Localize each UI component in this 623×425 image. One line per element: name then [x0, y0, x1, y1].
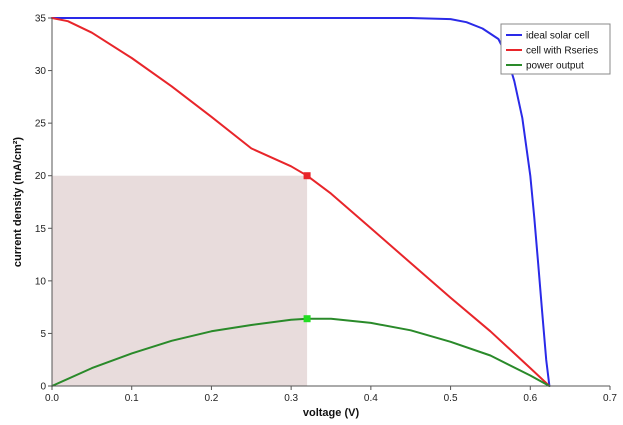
- y-tick-label: 10: [35, 276, 47, 287]
- legend-entry-rseries: cell with Rseries: [526, 46, 598, 57]
- x-tick-label: 0.0: [45, 393, 59, 404]
- max-power-rectangle-layer: [52, 175, 308, 386]
- legend-entry-power: power output: [526, 61, 584, 72]
- max-power-point-marker-0: [303, 172, 311, 180]
- y-axis-label: current density (mA/cm²): [12, 137, 24, 268]
- y-tick-label: 5: [40, 329, 46, 340]
- x-tick-label: 0.1: [125, 393, 139, 404]
- x-tick-label: 0.6: [523, 393, 537, 404]
- legend-entry-ideal: ideal solar cell: [526, 31, 589, 42]
- y-tick-label: 25: [35, 119, 47, 130]
- marker-layer: [303, 172, 311, 323]
- series-line-1: [51, 17, 551, 387]
- x-tick-label: 0.5: [444, 393, 458, 404]
- x-axis-label: voltage (V): [303, 407, 360, 419]
- series-line-0: [51, 17, 551, 387]
- axes-layer: [51, 18, 610, 387]
- y-tick-label: 0: [40, 382, 46, 393]
- x-tick-label: 0.7: [603, 393, 617, 404]
- y-tick-label: 20: [35, 171, 47, 182]
- y-tick-label: 30: [35, 66, 47, 77]
- x-axis-ticks: 0.0 0.1 0.2 0.3 0.4 0.5 0.6 0.7: [45, 386, 617, 404]
- legend: ideal solar cell cell with Rseries power…: [500, 23, 611, 75]
- max-power-point-marker-1: [303, 315, 311, 323]
- y-axis-ticks: 0 5 10 15 20 25 30 35: [35, 14, 52, 393]
- x-tick-label: 0.4: [364, 393, 378, 404]
- max-power-rectangle: [52, 175, 308, 386]
- y-tick-label: 35: [35, 14, 47, 25]
- x-tick-label: 0.3: [284, 393, 298, 404]
- y-tick-label: 15: [35, 224, 47, 235]
- x-tick-label: 0.2: [204, 393, 218, 404]
